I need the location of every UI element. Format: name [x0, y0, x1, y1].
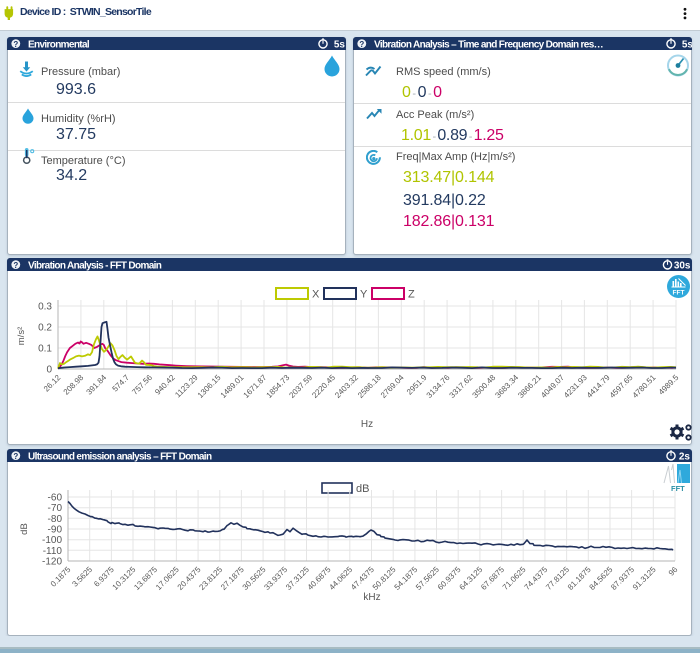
- svg-text:5s: 5s: [334, 40, 346, 50]
- svg-text:30s: 30s: [674, 261, 691, 271]
- svg-text:Vibration Analysis - FFT Domai: Vibration Analysis - FFT Domain: [28, 261, 162, 271]
- svg-text:?: ?: [13, 261, 18, 270]
- svg-text:?: ?: [359, 40, 364, 49]
- svg-text:FFT: FFT: [671, 484, 685, 493]
- svg-text:Ultrasound emission analysis –: Ultrasound emission analysis – FFT Domai…: [28, 452, 212, 462]
- svg-text:2s: 2s: [679, 452, 691, 462]
- svg-text:FFT: FFT: [673, 290, 685, 297]
- svg-text:Environmental: Environmental: [28, 40, 90, 50]
- svg-text:?: ?: [13, 40, 18, 49]
- svg-text:?: ?: [13, 452, 18, 461]
- svg-text:Vibration Analysis – Time and: Vibration Analysis – Time and Frequency …: [374, 40, 603, 50]
- svg-text:5s: 5s: [682, 40, 692, 50]
